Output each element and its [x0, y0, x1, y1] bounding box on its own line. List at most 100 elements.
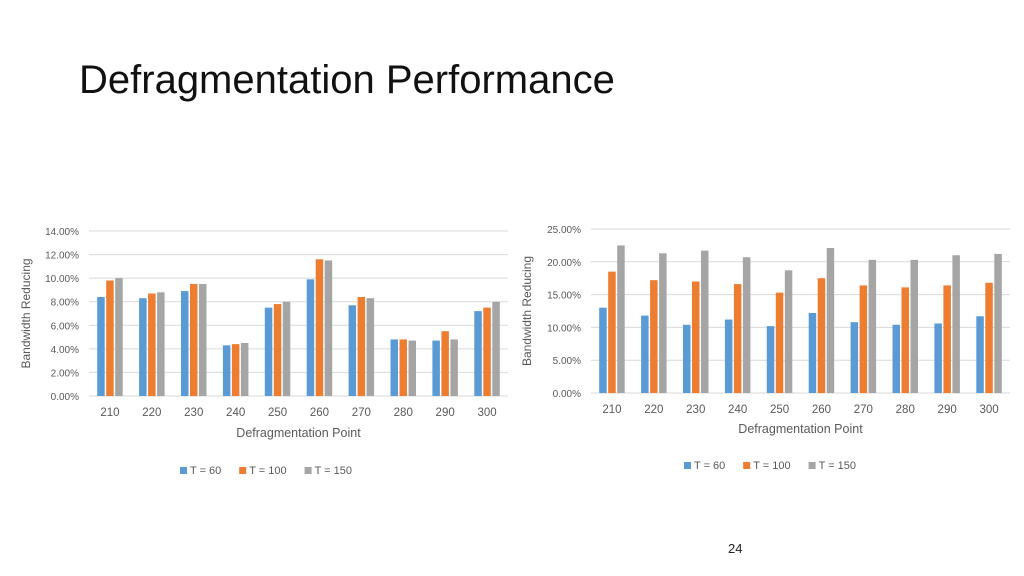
x-tick-label: 280: [394, 407, 413, 419]
page-number: 24: [728, 541, 743, 556]
y-tick-label: 2.00%: [51, 368, 79, 379]
bar: [474, 311, 482, 396]
bar: [742, 257, 751, 393]
x-tick-label: 250: [770, 404, 789, 416]
bar: [994, 253, 1002, 393]
x-tick-label: 210: [100, 407, 119, 419]
bar: [492, 301, 500, 396]
bar: [115, 278, 123, 396]
bar: [701, 250, 709, 393]
bar: [808, 312, 817, 393]
y-tick-label: 12.00%: [45, 251, 79, 262]
bar: [399, 339, 407, 396]
y-tick-label: 0.00%: [553, 389, 581, 400]
bar: [850, 322, 859, 393]
bar: [348, 305, 357, 396]
bar: [775, 292, 784, 393]
x-tick-label: 220: [644, 404, 663, 416]
bar: [408, 340, 416, 396]
bar: [892, 324, 900, 393]
bar: [985, 282, 993, 393]
bar: [692, 281, 700, 393]
bar: [282, 301, 291, 396]
x-tick-label: 300: [979, 404, 998, 416]
bar: [608, 271, 616, 393]
bar: [139, 298, 147, 396]
bar: [766, 326, 775, 393]
bar: [450, 339, 458, 396]
bar: [106, 280, 114, 396]
bar: [859, 285, 868, 393]
legend-swatch: [808, 462, 816, 469]
bar: [315, 259, 324, 396]
x-tick-label: 260: [812, 404, 831, 416]
y-tick-label: 6.00%: [51, 321, 79, 332]
bar: [683, 324, 691, 393]
x-tick-label: 240: [728, 404, 747, 416]
legend-label: T = 150: [819, 460, 856, 472]
bar: [273, 304, 282, 396]
bar: [190, 284, 198, 396]
bar: [441, 331, 449, 396]
y-tick-label: 15.00%: [547, 291, 581, 302]
bar: [943, 285, 951, 393]
bar: [483, 307, 491, 396]
y-tick-label: 20.00%: [547, 258, 581, 269]
bar: [952, 255, 960, 393]
bar: [910, 259, 918, 393]
legend-label: T = 60: [190, 465, 221, 477]
legend-label: T = 100: [753, 460, 790, 472]
bar: [617, 245, 625, 393]
x-tick-label: 270: [352, 407, 371, 419]
bar: [231, 344, 240, 396]
y-axis-title: Bandwidth Reducing: [520, 256, 534, 366]
bar: [724, 319, 733, 393]
legend-swatch: [743, 462, 751, 469]
bar: [222, 345, 231, 396]
legend-swatch: [304, 467, 312, 474]
bar: [97, 297, 105, 396]
x-tick-label: 250: [268, 407, 287, 419]
bar: [366, 298, 375, 396]
y-tick-label: 8.00%: [51, 298, 79, 309]
y-tick-label: 0.00%: [51, 392, 79, 403]
slide-title: Defragmentation Performance: [79, 58, 615, 102]
legend-swatch: [180, 467, 187, 474]
x-axis-title: Defragmentation Point: [236, 426, 361, 440]
x-tick-label: 280: [896, 404, 915, 416]
bar: [357, 297, 366, 396]
x-tick-label: 220: [142, 407, 161, 419]
x-tick-label: 300: [477, 407, 496, 419]
bar: [934, 323, 942, 393]
bar: [390, 339, 398, 396]
x-tick-label: 270: [854, 404, 873, 416]
x-tick-label: 210: [602, 404, 621, 416]
x-tick-label: 240: [226, 407, 245, 419]
bar: [240, 342, 249, 396]
x-axis-title: Defragmentation Point: [738, 422, 863, 436]
legend-label: T = 60: [694, 460, 725, 472]
bar: [264, 307, 273, 396]
bar: [733, 284, 742, 393]
legend-label: T = 150: [315, 465, 352, 477]
y-tick-label: 25.00%: [547, 225, 581, 236]
bar: [901, 287, 909, 393]
bar: [199, 284, 207, 396]
bar: [306, 279, 315, 396]
y-tick-label: 5.00%: [553, 356, 581, 367]
bar: [976, 316, 984, 393]
bar: [324, 260, 333, 396]
y-tick-label: 10.00%: [547, 323, 581, 334]
bar: [599, 307, 607, 393]
x-tick-label: 230: [686, 404, 705, 416]
bar: [784, 270, 793, 393]
bar: [148, 293, 156, 396]
bar: [817, 278, 826, 393]
y-axis-title: Bandwidth Reducing: [19, 258, 33, 368]
bar: [157, 292, 165, 396]
bar: [826, 248, 835, 393]
bar: [641, 315, 649, 393]
legend-swatch: [239, 467, 247, 474]
y-tick-label: 10.00%: [45, 274, 79, 285]
